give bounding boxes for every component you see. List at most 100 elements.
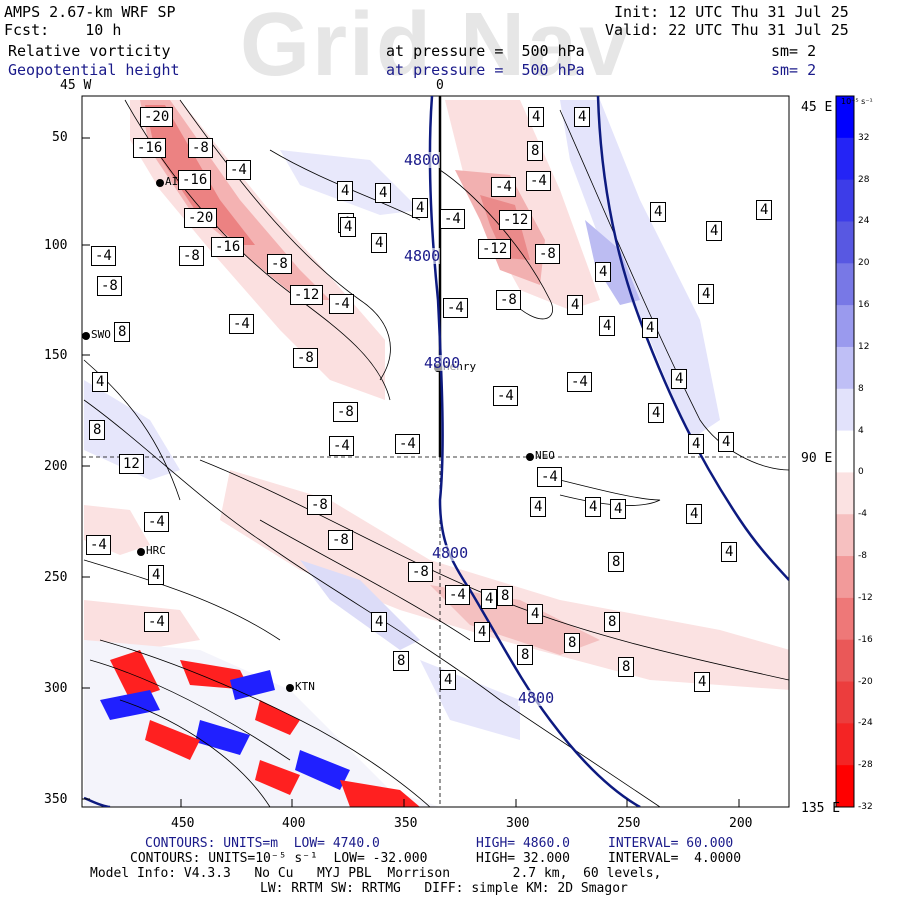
- y-tick-label: 100: [44, 238, 68, 253]
- vort-contour-label: -16: [178, 170, 212, 190]
- colorbar-level-label: -28: [858, 760, 873, 771]
- vort-contour-label: 4: [585, 497, 602, 517]
- colorbar: [835, 95, 855, 808]
- vort-blob: [255, 760, 300, 795]
- field1-name: Relative vorticity: [8, 42, 171, 60]
- vort-contour-label: 8: [393, 651, 410, 671]
- station-marker: [526, 453, 534, 461]
- vort-contour-label: -4: [229, 314, 254, 334]
- vort-contour-label: -4: [440, 209, 465, 229]
- colorbar-swatch: [836, 179, 854, 222]
- watermark: Grid Nav: [240, 0, 632, 95]
- vort-contour-label: 4: [706, 221, 723, 241]
- vort-blob: [110, 650, 160, 700]
- vort-contour-label: -8: [408, 562, 433, 582]
- vort-contour-label: 4: [530, 497, 547, 517]
- vort-contour-label: 4: [412, 198, 429, 218]
- vort-contour-label: -16: [133, 138, 167, 158]
- vort-contour-label: 8: [527, 141, 544, 161]
- x-tick-label: 350: [394, 816, 418, 831]
- vort-contour: [119, 699, 271, 807]
- vort-contour-label: -4: [493, 386, 518, 406]
- axis-ticks: [82, 137, 740, 807]
- vort-contour-label: -4: [91, 246, 116, 266]
- vort-contour-label: -20: [140, 107, 174, 127]
- colorbar-level-label: 12: [858, 341, 870, 352]
- colorbar-frame: [835, 95, 855, 808]
- vort-contour-label: 8: [618, 657, 635, 677]
- vort-contour: [83, 399, 661, 807]
- field2-level: at pressure = 500 hPa: [386, 61, 585, 79]
- vort-contour-label: -12: [499, 210, 533, 230]
- vort-contour: [124, 99, 391, 401]
- footer-vort-high: HIGH= 32.000: [476, 851, 570, 866]
- vort-band-negative: [84, 600, 200, 650]
- lon-label-right: 90 E: [801, 451, 833, 466]
- vort-contour-label: 12: [119, 454, 144, 474]
- vort-contour-label: -8: [496, 290, 521, 310]
- colorbar-level-label: 16: [858, 300, 870, 311]
- vort-contour-label: 4: [610, 499, 627, 519]
- vort-contour-label: 4: [92, 372, 109, 392]
- vort-contour-label: 4: [371, 612, 388, 632]
- colorbar-level-label: 24: [858, 216, 870, 227]
- vort-contour-label: 4: [574, 107, 591, 127]
- vort-contour-label: -4: [526, 171, 551, 191]
- colorbar-level-label: -8: [858, 551, 867, 562]
- plot-frame: [81, 95, 790, 808]
- vort-contour-label: 4: [527, 604, 544, 624]
- colorbar-level-label: 4: [858, 425, 864, 436]
- colorbar-level-label: -4: [858, 509, 867, 520]
- vort-contour-label: 4: [595, 262, 612, 282]
- terrain-region: [84, 640, 440, 807]
- height-contour-label: 4800: [404, 247, 441, 265]
- vort-contour-label: 4: [599, 316, 616, 336]
- vort-contour-label: -4: [226, 160, 251, 180]
- colorbar-swatch: [836, 514, 854, 557]
- vort-contour: [439, 169, 553, 320]
- colorbar-swatch: [836, 430, 854, 473]
- vort-contour-label: 4: [440, 670, 457, 690]
- vort-contour-label: 4: [694, 672, 711, 692]
- field1-level: at pressure = 500 hPa: [386, 42, 585, 60]
- footer-physics: LW: RRTM SW: RRTMG DIFF: simple KM: 2D S…: [260, 881, 628, 896]
- vort-contour-label: 4: [371, 233, 388, 253]
- footer-height-contours: CONTOURS: UNITS=m LOW= 4740.0: [145, 836, 380, 851]
- vort-contour-label: 8: [89, 420, 106, 440]
- vort-contour-label: -4: [443, 298, 468, 318]
- station-marker: [137, 548, 145, 556]
- colorbar-swatch: [836, 388, 854, 432]
- height-contour-label: 4800: [404, 151, 441, 169]
- init-time: Init: 12 UTC Thu 31 Jul 25: [614, 3, 849, 21]
- vort-contour-label: -8: [293, 348, 318, 368]
- vort-contour-label: -4: [537, 467, 562, 487]
- x-tick-label: 400: [282, 816, 306, 831]
- colorbar-swatch: [836, 137, 854, 181]
- station-label: KTN: [295, 680, 315, 693]
- colorbar-level-label: 32: [858, 132, 870, 143]
- station-marker: [286, 684, 294, 692]
- height-contour: [428, 96, 641, 807]
- vort-contour-label: -4: [86, 535, 111, 555]
- footer-height-high: HIGH= 4860.0: [476, 836, 570, 851]
- vort-contour-label: 4: [337, 181, 354, 201]
- vort-contour-label: -4: [329, 436, 354, 456]
- colorbar-level-label: 20: [858, 258, 870, 269]
- footer-vort-contours: CONTOURS: UNITS=10⁻⁵ s⁻¹ LOW= -32.000: [130, 851, 428, 866]
- height-contour: [596, 96, 789, 581]
- vort-contour-label: -16: [211, 237, 245, 257]
- station-marker: [156, 179, 164, 187]
- vort-band-positive: [420, 660, 520, 740]
- vort-band-negative: [220, 470, 789, 690]
- vort-contour-label: -4: [445, 585, 470, 605]
- vort-band-positive: [300, 560, 420, 650]
- colorbar-level-label: -32: [858, 802, 873, 812]
- colorbar-level-label: 0: [858, 467, 864, 478]
- vort-contour: [89, 659, 291, 761]
- vort-contour-label: -12: [478, 239, 512, 259]
- vort-contour-label: -4: [567, 372, 592, 392]
- vort-contour-label: 8: [608, 552, 625, 572]
- vort-contour-label: 4: [650, 202, 667, 222]
- x-tick-label: 250: [617, 816, 641, 831]
- vort-contour-label: -8: [333, 402, 358, 422]
